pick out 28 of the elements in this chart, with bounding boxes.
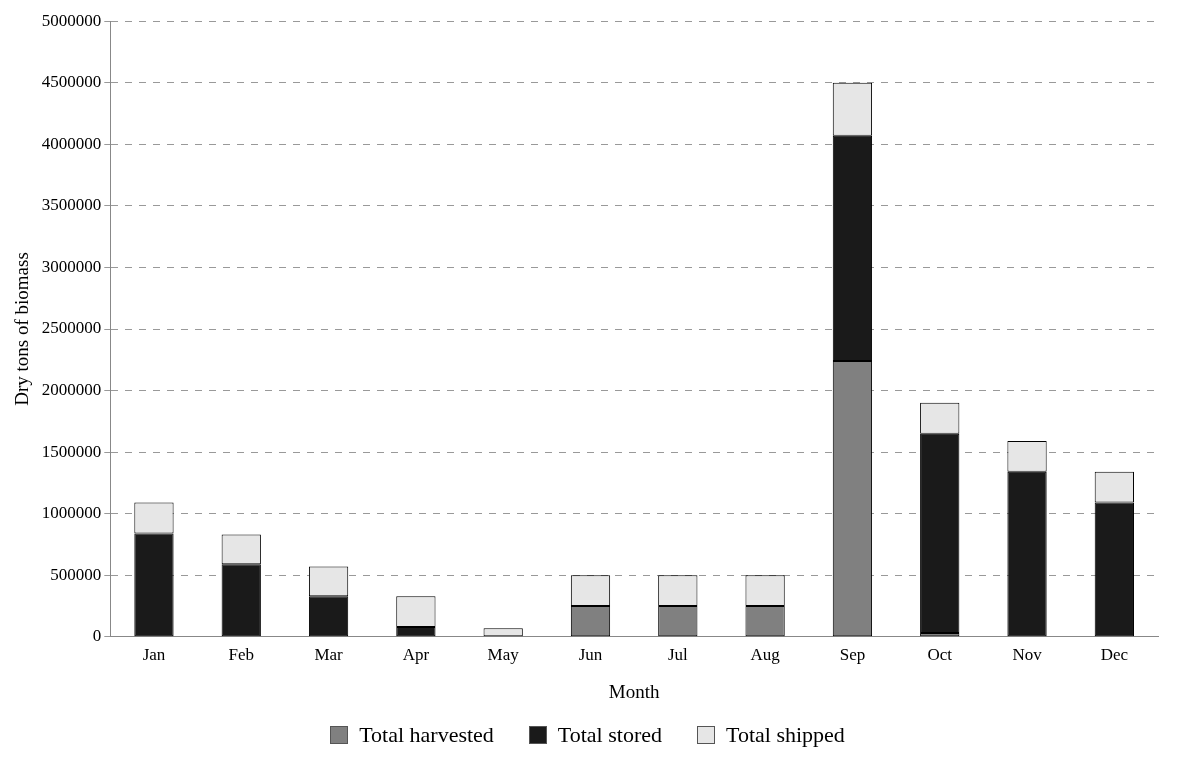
x-tick-label: Sep	[839, 645, 866, 665]
x-tick-label: Dec	[1100, 645, 1129, 665]
y-tick-label: 3500000	[41, 195, 102, 215]
y-tick-label: 1000000	[41, 503, 102, 523]
y-tick-label: 1500000	[41, 441, 102, 461]
y-tick-label: 2500000	[41, 318, 102, 338]
y-tick-label: 500000	[50, 564, 102, 584]
x-tick-label: Apr	[402, 645, 430, 665]
x-tick-label: Nov	[1012, 645, 1043, 665]
y-tick-label: 4000000	[41, 133, 102, 153]
x-tick-label: Oct	[927, 645, 953, 665]
y-tick-label: 4500000	[41, 72, 102, 92]
y-tick-label: 0	[92, 626, 102, 646]
x-tick-label: Aug	[750, 645, 781, 665]
y-tick-label: 5000000	[41, 10, 102, 30]
y-tick-label: 2000000	[41, 380, 102, 400]
x-tick-label: Jul	[667, 645, 688, 665]
x-tick-label: Mar	[314, 645, 344, 665]
x-tick-label: May	[487, 645, 520, 665]
x-tick-label: Jun	[578, 645, 603, 665]
legend-label: Total shipped	[726, 722, 845, 748]
legend-label: Total harvested	[359, 722, 494, 748]
legend-label: Total stored	[557, 722, 662, 748]
x-tick-label: Feb	[228, 645, 255, 665]
x-tick-label: Jan	[142, 645, 166, 665]
y-tick-label: 3000000	[41, 256, 102, 276]
x-axis-title: Month	[608, 680, 660, 702]
y-axis-title: Dry tons of biomass	[11, 252, 33, 406]
